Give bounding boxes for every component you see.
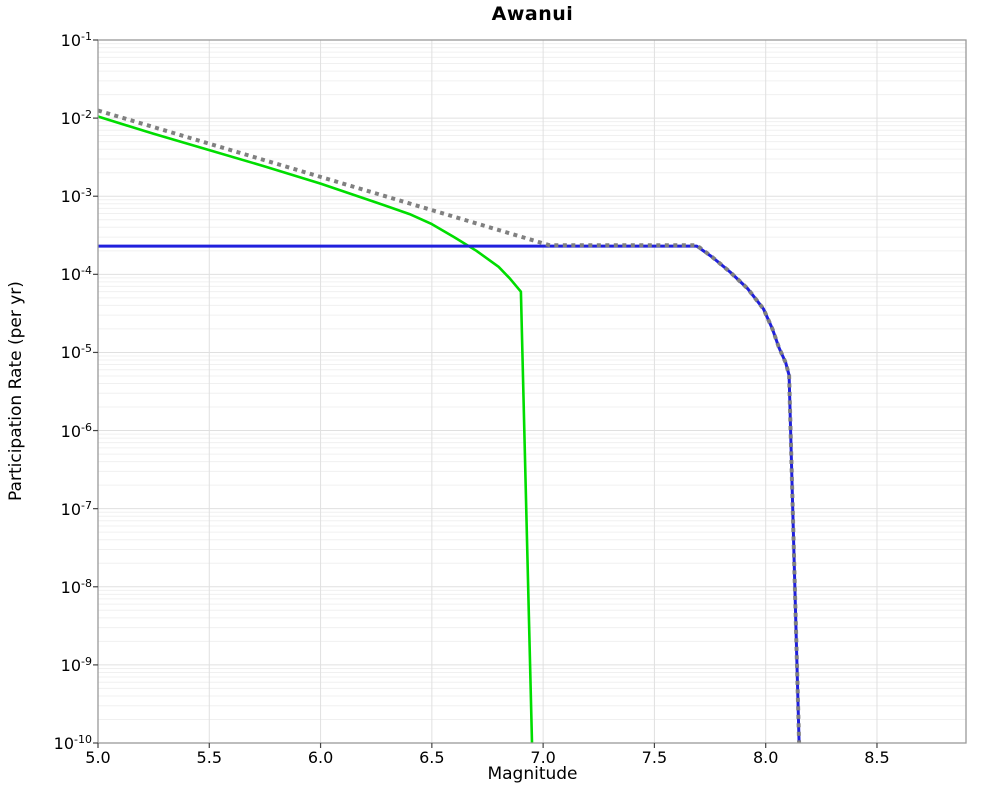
- y-tick-label: 10-7: [60, 498, 92, 519]
- x-axis-label: Magnitude: [487, 764, 578, 784]
- x-tick-label: 7.0: [530, 748, 556, 767]
- y-tick-label: 10-10: [53, 732, 92, 754]
- series-tapered-rate-curve: [97, 115, 534, 744]
- y-tick-label: 10-6: [60, 420, 92, 441]
- x-tick-label: 5.5: [196, 748, 223, 767]
- x-tick-label: 7.5: [641, 748, 668, 767]
- y-tick-label: 10-1: [60, 29, 92, 51]
- y-tick-label: 10-5: [60, 342, 92, 363]
- x-tick-label: 8.0: [752, 748, 779, 767]
- y-tick-label: 10-9: [60, 654, 92, 676]
- series-gutenberg-richter-dotted: [97, 108, 802, 744]
- x-tick-label: 5.0: [85, 748, 111, 767]
- y-tick-label: 10-4: [60, 264, 92, 285]
- y-tick-label: 10-3: [60, 186, 92, 207]
- x-tick-label: 6.0: [307, 748, 334, 767]
- y-tick-label: 10-2: [60, 107, 92, 129]
- x-tick-label: 8.5: [864, 748, 890, 767]
- x-tick-label: 6.5: [419, 748, 445, 767]
- y-tick-label: 10-8: [60, 576, 92, 597]
- chart-title: Awanui: [491, 3, 574, 25]
- plot-frame: [97, 39, 967, 744]
